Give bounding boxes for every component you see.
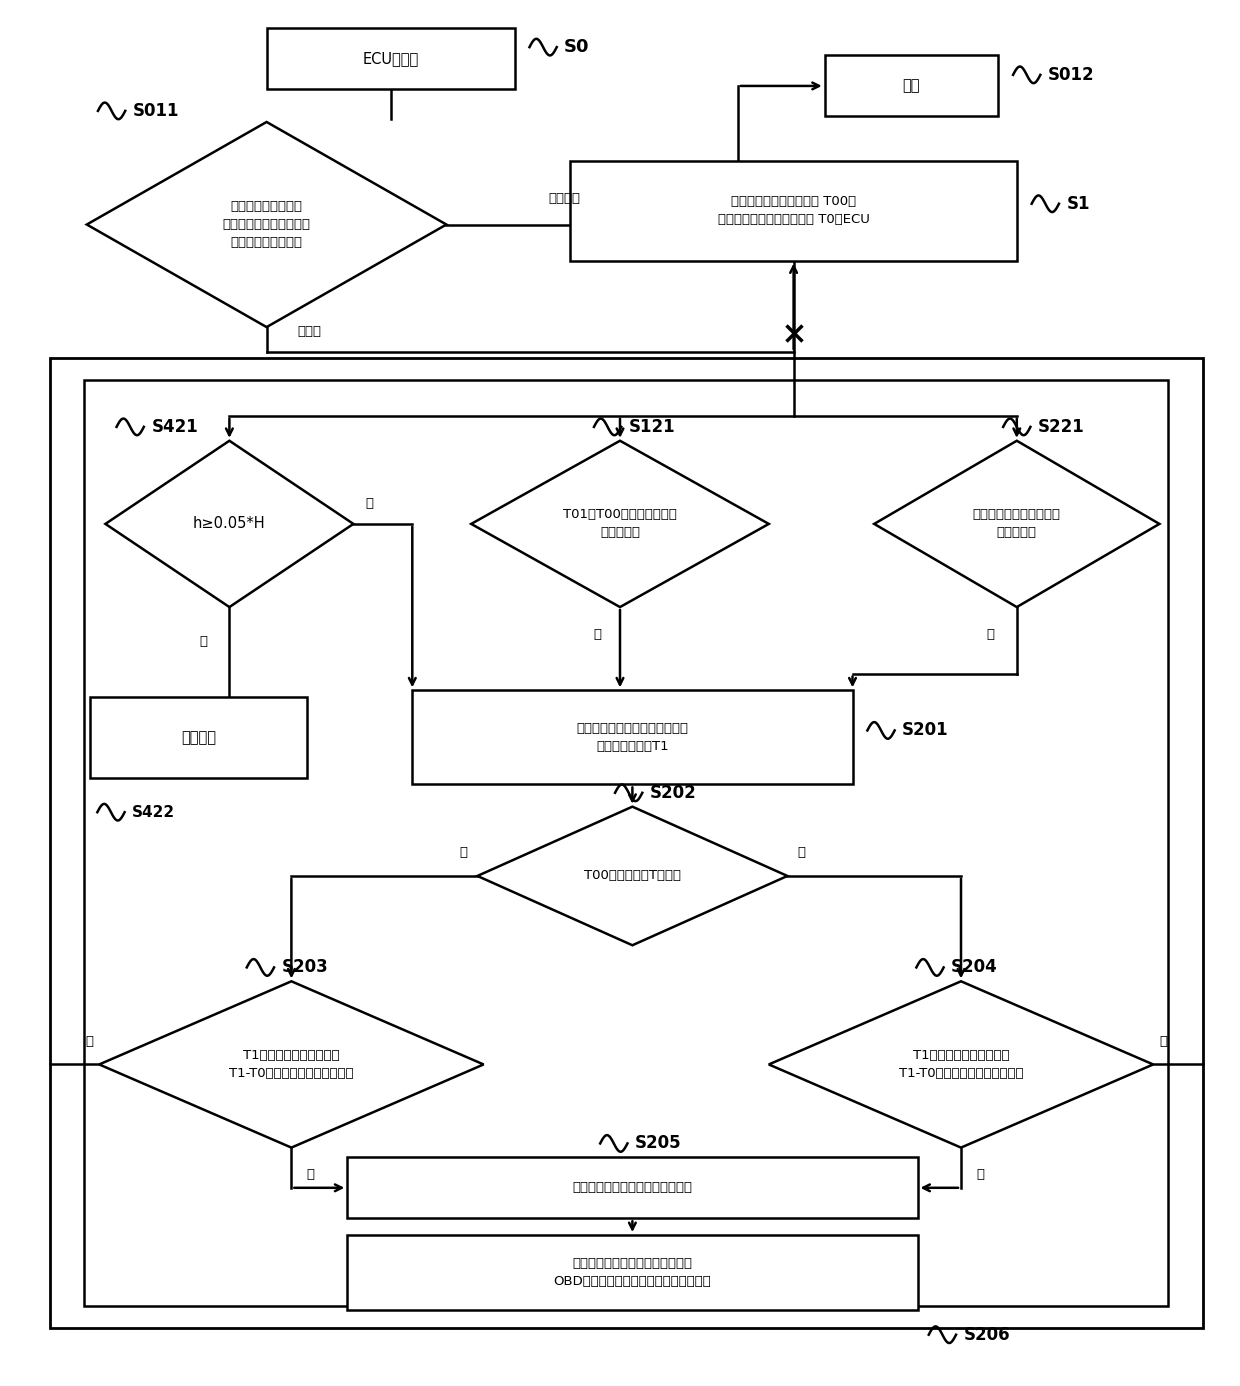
Text: T01与T00的差值是否大于
第三预设值: T01与T00的差值是否大于 第三预设值 [563,509,677,539]
FancyBboxPatch shape [91,697,306,778]
Text: S203: S203 [281,959,329,976]
Text: T1是否大于第四预设值或
T1-T0是否大于等于第五预设值: T1是否大于第四预设值或 T1-T0是否大于等于第五预设值 [899,1049,1023,1080]
Text: 否: 否 [200,635,207,647]
FancyBboxPatch shape [412,690,853,784]
Text: 是: 是 [366,498,373,510]
Text: S011: S011 [133,103,180,119]
Text: 输出显示指令，显示指令控制车辆
OBD系统中设置的显示部件发出显示信号: 输出显示指令，显示指令控制车辆 OBD系统中设置的显示部件发出显示信号 [553,1257,712,1288]
Text: ECU初始化: ECU初始化 [362,51,419,65]
Text: S201: S201 [903,722,949,739]
Text: 否: 否 [987,628,994,640]
Text: S422: S422 [131,805,175,819]
Polygon shape [769,981,1153,1148]
Text: 输出冷却液电磁阀故障的控制指令: 输出冷却液电磁阀故障的控制指令 [573,1181,692,1195]
Text: 检测当前时刻所述尿素箱内部的
尿素溶液的温度T1: 检测当前时刻所述尿素箱内部的 尿素溶液的温度T1 [577,722,688,753]
Text: 一者无效: 一者无效 [548,193,580,205]
Text: 否: 否 [594,628,601,640]
Text: 是: 是 [460,847,467,859]
Polygon shape [87,122,446,327]
Text: 否: 否 [797,847,805,859]
Text: 预存初始状态下环境温度 T00、
尿素箱内部的尿素溶液温度 T0至ECU: 预存初始状态下环境温度 T00、 尿素箱内部的尿素溶液温度 T0至ECU [718,195,869,226]
FancyBboxPatch shape [570,161,1017,261]
Text: S1: S1 [1066,195,1090,212]
Text: 尿素箱温度传感器、
环境温度传感器、尿素箱
液位传感器是否有效: 尿素箱温度传感器、 环境温度传感器、尿素箱 液位传感器是否有效 [223,200,310,249]
Text: S204: S204 [951,959,998,976]
Text: S0: S0 [564,39,590,55]
Text: T1是否大于第一预设值或
T1-T0是否大于等于第二预设值: T1是否大于第一预设值或 T1-T0是否大于等于第二预设值 [229,1049,353,1080]
Text: 否: 否 [86,1035,93,1048]
Text: 结束: 结束 [903,79,920,93]
Text: S012: S012 [1048,67,1095,83]
Text: 否: 否 [1159,1035,1167,1048]
FancyBboxPatch shape [347,1157,918,1218]
Text: 结束程序: 结束程序 [181,730,216,744]
FancyBboxPatch shape [347,1235,918,1310]
Text: 是: 是 [306,1168,314,1181]
Text: S221: S221 [1038,419,1085,435]
Polygon shape [477,807,787,945]
Text: S205: S205 [635,1135,682,1152]
Polygon shape [874,441,1159,607]
Text: 均有效: 均有效 [298,326,321,338]
FancyBboxPatch shape [267,28,515,89]
Text: S421: S421 [151,419,198,435]
FancyBboxPatch shape [825,55,998,116]
Text: 是: 是 [976,1168,983,1181]
Polygon shape [105,441,353,607]
Text: S206: S206 [963,1326,1011,1343]
Text: S121: S121 [629,419,676,435]
Polygon shape [99,981,484,1148]
Text: S202: S202 [650,784,697,801]
Text: T00与临界温度T的大小: T00与临界温度T的大小 [584,869,681,883]
Text: 判断是否有新的尿素溶液
注入尿素箱: 判断是否有新的尿素溶液 注入尿素箱 [973,509,1060,539]
Polygon shape [471,441,769,607]
Text: h≥0.05*H: h≥0.05*H [193,517,265,531]
